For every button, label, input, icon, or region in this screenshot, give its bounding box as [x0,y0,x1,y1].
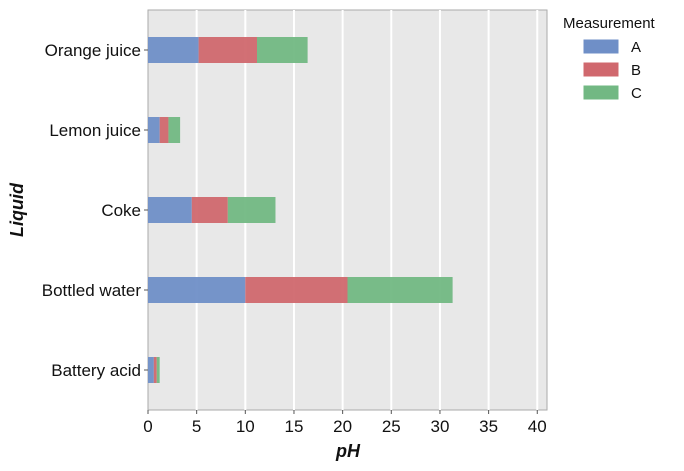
legend-title: Measurement [563,15,656,32]
bar-segment [156,357,160,383]
bar-segment [168,117,181,143]
bar-segment [256,37,308,63]
legend: Measurement ABC [563,15,656,102]
bar-segment [153,357,157,383]
x-axis-title: pH [335,441,361,461]
bar-segment [347,277,453,303]
bar-segment [159,117,169,143]
bar-segment [198,37,257,63]
x-tick-label: 30 [430,417,449,436]
x-tick-label: 5 [192,417,201,436]
x-tick-label: 25 [382,417,401,436]
x-tick-label: 10 [236,417,255,436]
bar-segment [148,277,246,303]
bar-segment [245,277,348,303]
x-tick-label: 20 [333,417,352,436]
y-tick-label: Bottled water [42,281,142,300]
bar-segment [148,197,192,223]
bar-segment [191,197,228,223]
bar-segment [227,197,276,223]
x-tick-label: 0 [143,417,152,436]
legend-swatch [583,62,619,77]
bar-segment [148,37,199,63]
bar-segment [148,117,160,143]
y-tick-label: Battery acid [51,361,141,380]
x-tick-label: 40 [528,417,547,436]
x-tick-label: 35 [479,417,498,436]
x-axis-ticks: 0 5 10 15 20 25 30 35 40 [143,410,547,436]
bar-segment [148,357,154,383]
y-tick-label: Orange juice [45,41,141,60]
legend-swatch [583,39,619,54]
legend-label: C [631,85,642,102]
legend-swatch [583,85,619,100]
y-axis-ticks: Battery acid Bottled water Coke Lemon juice… [42,41,148,380]
y-tick-label: Coke [101,201,141,220]
legend-label: A [631,39,641,56]
gridlines [195,10,539,410]
y-tick-label: Lemon juice [49,121,141,140]
bars-group [148,37,453,383]
x-tick-label: 15 [285,417,304,436]
y-axis-title: Liquid [7,182,27,237]
legend-label: B [631,62,641,79]
